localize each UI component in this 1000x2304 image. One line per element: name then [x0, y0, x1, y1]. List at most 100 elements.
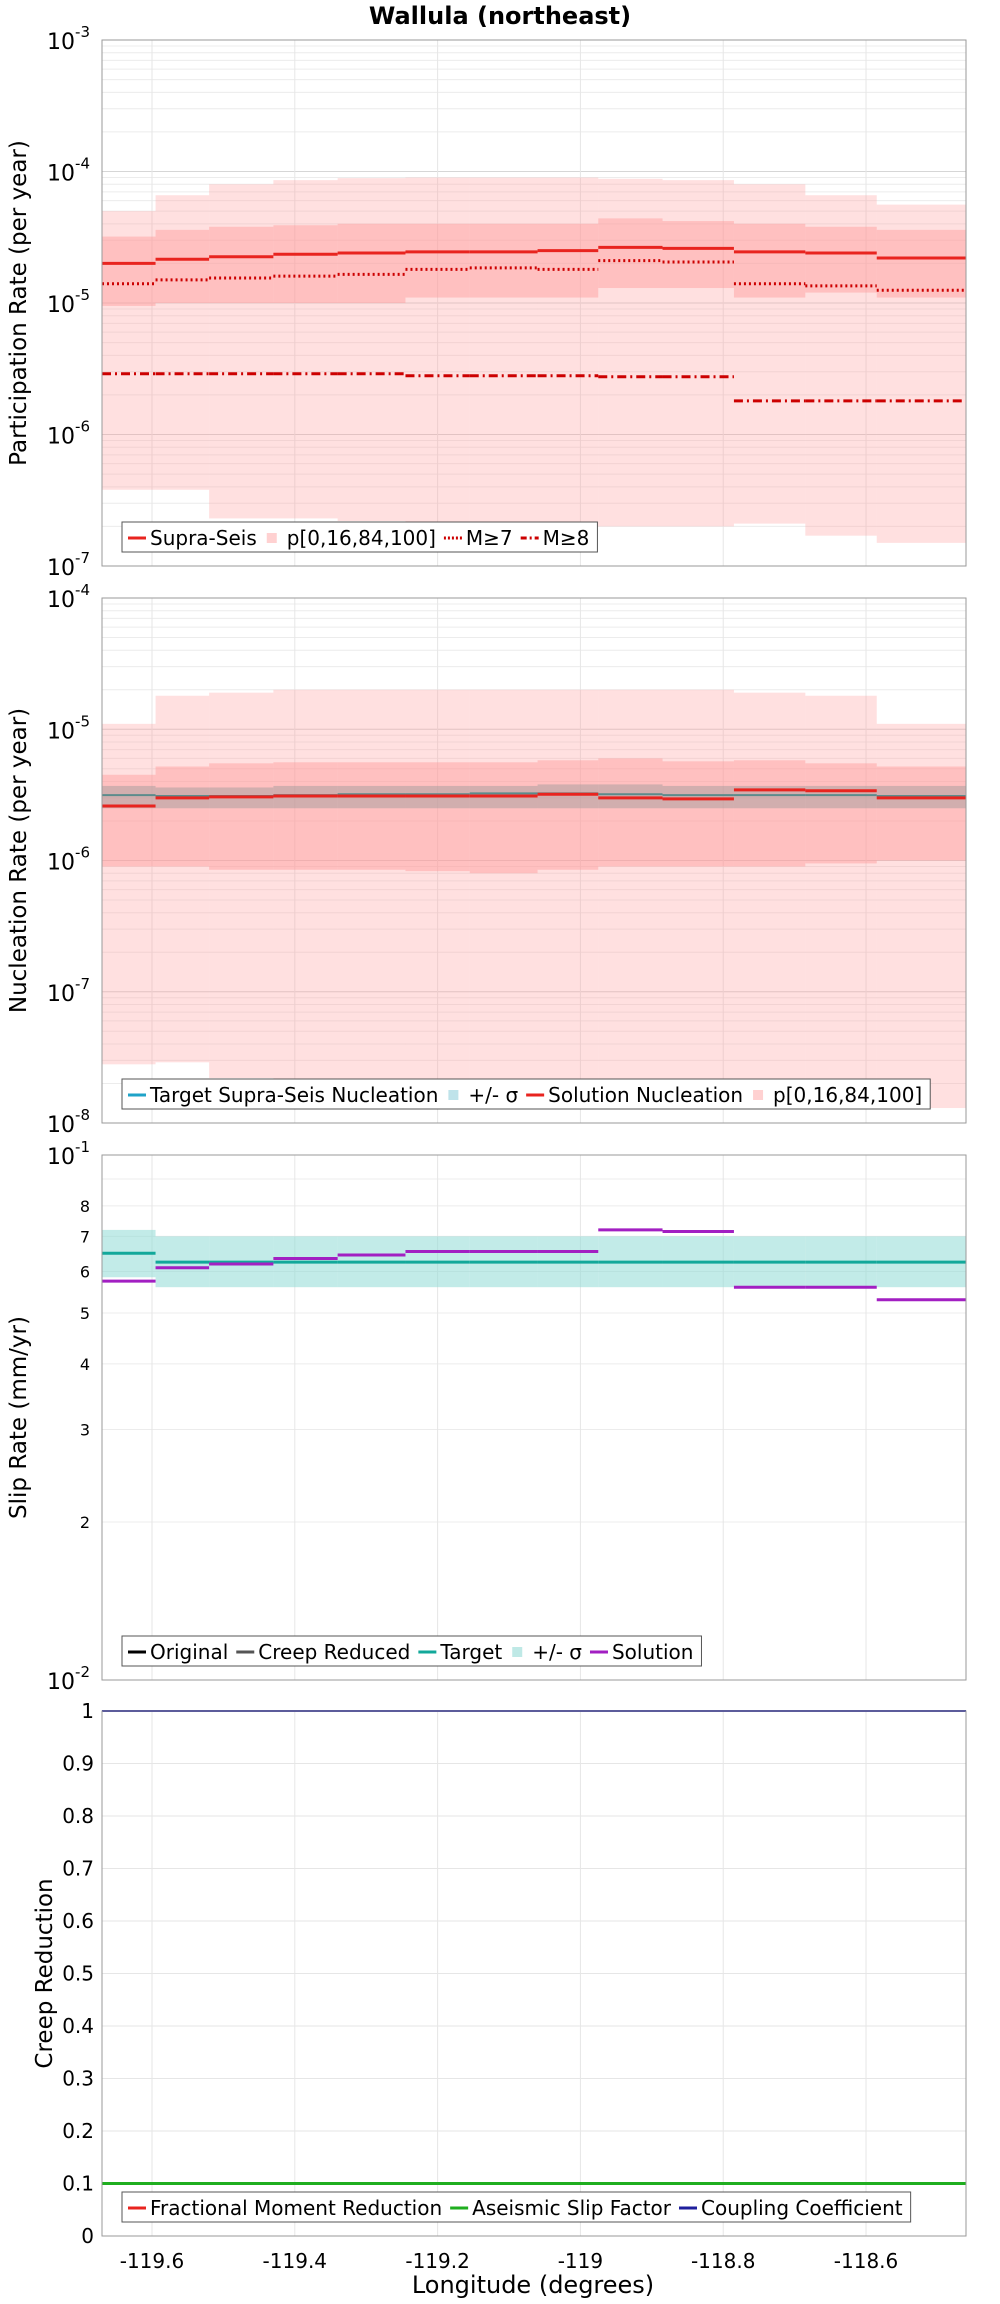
legend-label: Target Supra-Seis Nucleation: [149, 1083, 438, 1107]
band-segment: [805, 695, 877, 1100]
legend-swatch: [266, 533, 277, 543]
band-segment: [155, 195, 210, 490]
legend-label: Solution Nucleation: [548, 1083, 743, 1107]
y-tick-label: 10-8: [47, 1106, 90, 1138]
y-tick-label: 0.8: [62, 1804, 94, 1828]
band-segment: [155, 695, 210, 1063]
y-tick-exponent: -4: [75, 581, 90, 599]
x-tick-label: -118.6: [834, 2249, 898, 2273]
band-segment: [469, 689, 538, 1084]
legend-label: Target: [439, 1640, 502, 1664]
band-segment: [537, 223, 599, 298]
legend-box: [121, 2191, 912, 2223]
band-segment: [662, 689, 734, 1087]
x-tick-label: -118.8: [691, 2249, 755, 2273]
y-axis-label: Participation Rate (per year): [6, 140, 32, 466]
x-axis-label: Longitude (degrees): [412, 2271, 654, 2299]
y-tick-label: 10-6: [47, 418, 90, 450]
y-axis-label: Nucleation Rate (per year): [6, 708, 32, 1013]
y-minor-tick-label: 6: [80, 1262, 90, 1281]
legend-box: [121, 1078, 931, 1110]
band-segment: [662, 785, 734, 809]
y-tick-label: 0.3: [62, 2067, 94, 2091]
y-tick-label: 10-6: [47, 844, 90, 876]
legend-label: Original: [150, 1640, 228, 1664]
band-segment: [102, 723, 156, 1065]
band-segment: [155, 229, 210, 303]
band-segment: [469, 177, 538, 524]
y-tick-label: 0.7: [62, 1857, 94, 1881]
band-segment: [209, 184, 274, 519]
band-segment: [405, 689, 470, 1084]
y-tick-label: 1: [81, 1699, 94, 1723]
x-tick-label: -119.4: [263, 2249, 327, 2273]
panel-creep: 0 0.1 0.2 0.3 0.4 0.5 0.6 0.7 0.8 0.9 1 Creep Reduc…: [32, 1699, 967, 2273]
panel-nucleation: 10-8 10-7 10-6 10-5 10-4 Nucleation Rate (per…: [6, 581, 967, 1138]
chart-title: Wallula (northeast): [369, 2, 631, 30]
band-segment: [876, 204, 966, 543]
y-tick-label: 0.1: [62, 2172, 94, 2196]
band-segment: [598, 178, 663, 527]
legend-swatch: [448, 1090, 459, 1100]
y-tick-exponent: -5: [75, 712, 90, 730]
band-segment: [662, 761, 734, 867]
legend-label: Coupling Coefficient: [701, 2196, 903, 2220]
band-segment: [598, 784, 663, 809]
y-tick-label: 0.6: [62, 1909, 94, 1933]
band-segment: [733, 223, 806, 298]
legend: Target Supra-Seis Nucleation +/- σ Solutio…: [121, 1078, 931, 1110]
y-tick-label: 0: [81, 2224, 94, 2248]
band-segment: [337, 178, 406, 521]
band-segment: [273, 689, 338, 1081]
y-minor-tick-label: 3: [80, 1421, 90, 1440]
plot-frame: [101, 1154, 967, 1681]
band-segment: [273, 180, 338, 519]
legend-label: Supra-Seis: [150, 526, 257, 550]
band-segment: [273, 762, 338, 870]
y-tick-exponent: -7: [75, 549, 90, 567]
y-tick-exponent: -1: [75, 1138, 90, 1156]
legend-label: Solution: [612, 1640, 693, 1664]
y-tick-exponent: -6: [75, 844, 90, 862]
band-segment: [273, 225, 338, 303]
legend-box: [121, 521, 598, 553]
band-segment: [405, 762, 470, 872]
band-segment: [209, 226, 274, 303]
legend-label: M≥7: [466, 526, 513, 550]
band-segment: [662, 180, 734, 527]
y-minor-tick-label: 2: [80, 1513, 90, 1532]
band-segment: [876, 229, 966, 298]
legend-label: p[0,16,84,100]: [773, 1083, 922, 1107]
x-tick-label: -119.6: [120, 2249, 184, 2273]
y-minor-tick-label: 5: [80, 1304, 90, 1323]
y-tick-exponent: -3: [75, 23, 90, 41]
band-segment: [876, 723, 966, 1109]
band-segment: [598, 218, 663, 289]
y-tick-label: 10-4: [47, 581, 90, 613]
band-segment: [537, 760, 599, 870]
band-segment: [102, 236, 156, 306]
band-segment: [102, 774, 156, 867]
x-tick-label: -119: [558, 2249, 603, 2273]
band-segment: [537, 784, 599, 809]
y-tick-label: 10-7: [47, 549, 90, 581]
panel-participation: 10-7 10-6 10-5 10-4 10-3 Participation Rate (…: [6, 23, 967, 581]
plot-frame: [101, 597, 967, 1124]
legend-label: p[0,16,84,100]: [287, 526, 436, 550]
y-tick-label: 0.4: [62, 2014, 94, 2038]
y-tick-label: 10-3: [47, 23, 90, 55]
legend: Original Creep Reduced Target +/- σ Solution: [121, 1635, 702, 1667]
band-segment: [469, 762, 538, 874]
plot-area: [102, 1155, 966, 1680]
band-segment: [537, 177, 599, 527]
band-segment: [662, 221, 734, 289]
band-segment: [209, 692, 274, 1079]
band-segment: [733, 785, 806, 809]
band-segment: [337, 689, 406, 1081]
band-segment: [155, 766, 210, 867]
y-tick-label: 0.9: [62, 1752, 94, 1776]
band-segment: [733, 692, 806, 1090]
legend-label: M≥8: [543, 526, 590, 550]
legend: Supra-Seis p[0,16,84,100] M≥7 M≥8: [121, 521, 598, 553]
